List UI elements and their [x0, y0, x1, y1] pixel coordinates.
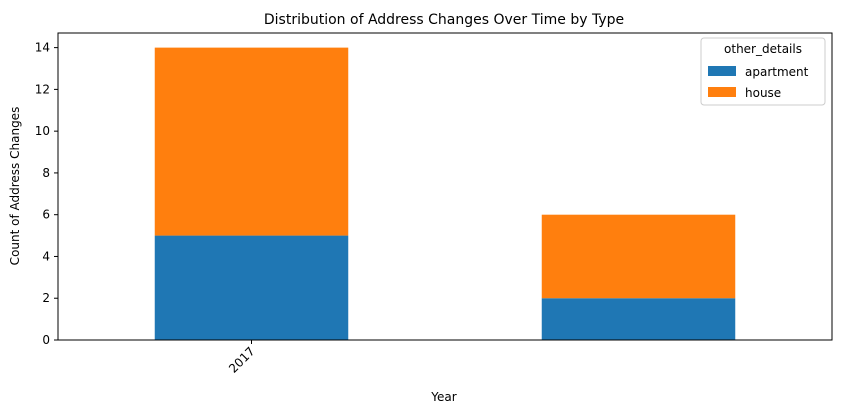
- chart-title: Distribution of Address Changes Over Tim…: [264, 12, 624, 28]
- legend-label-apartment: apartment: [745, 65, 809, 79]
- legend-label-house: house: [745, 86, 781, 100]
- y-tick-label: 6: [42, 208, 50, 222]
- legend-swatch-house: [708, 87, 736, 97]
- legend-title: other_details: [724, 42, 802, 56]
- plot-frame: [57, 32, 833, 341]
- legend-entries: apartment house: [708, 65, 809, 100]
- y-tick-label: 0: [42, 333, 50, 347]
- legend-swatch-apartment: [708, 66, 736, 76]
- x-axis-label: Year: [430, 390, 456, 404]
- y-tick-label: 2: [42, 291, 50, 305]
- legend: other_details apartment house: [700, 37, 826, 106]
- bar-house-0: [154, 47, 349, 236]
- y-axis: 0 2 4 6 8 10 12 14: [35, 41, 58, 347]
- bar-apartment-1: [541, 298, 736, 340]
- y-tick-label: 14: [35, 41, 50, 55]
- bars-layer: [154, 47, 736, 340]
- x-axis: 2017: [226, 340, 258, 376]
- bar-house-1: [541, 214, 736, 299]
- bar-apartment-0: [154, 235, 349, 340]
- x-tick-label: 2017: [226, 344, 257, 375]
- y-tick-label: 8: [42, 166, 50, 180]
- y-tick-label: 10: [35, 124, 50, 138]
- y-axis-label: Count of Address Changes: [8, 107, 22, 266]
- y-tick-label: 4: [42, 249, 50, 263]
- y-tick-label: 12: [35, 82, 50, 96]
